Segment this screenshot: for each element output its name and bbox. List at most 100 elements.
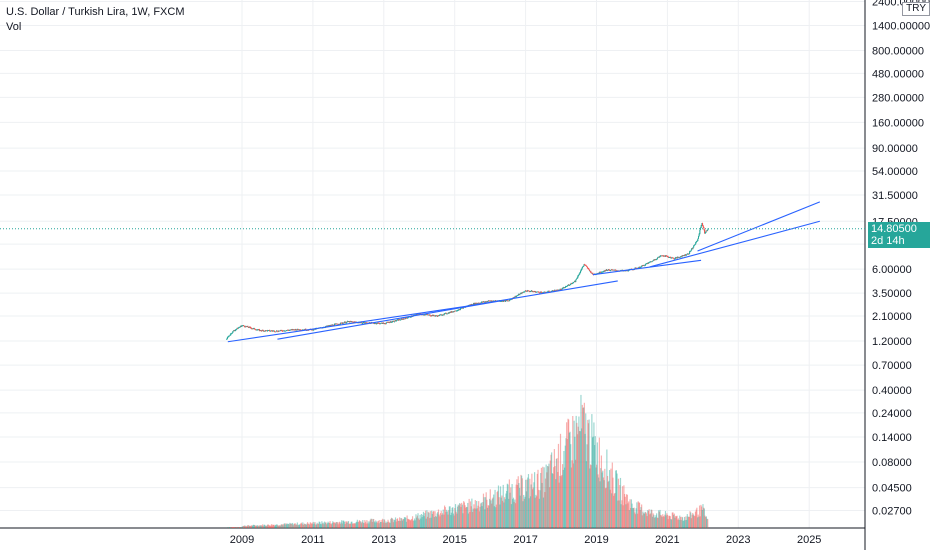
volume-bar <box>465 507 467 528</box>
volume-bar <box>414 518 416 528</box>
volume-bar <box>699 516 701 528</box>
candle-body <box>659 255 661 257</box>
chart-legend: U.S. Dollar / Turkish Lira, 1W, FXCM Vol <box>6 5 184 35</box>
candle-body <box>252 328 254 330</box>
candle-body <box>680 256 682 258</box>
volume-bar <box>461 504 463 528</box>
volume-bar <box>245 525 247 528</box>
volume-bar <box>536 496 538 528</box>
candle-body <box>410 317 412 318</box>
volume-bar <box>360 523 363 528</box>
volume-bar <box>394 517 397 528</box>
volume-bar <box>454 504 457 528</box>
candle-body <box>502 300 504 302</box>
volume-bar <box>276 524 278 528</box>
volume-bar <box>688 516 690 528</box>
volume-bar <box>328 522 330 528</box>
candle-body <box>700 227 702 230</box>
volume-bar <box>441 513 444 528</box>
volume-bar <box>242 525 245 528</box>
candle-body <box>479 302 481 304</box>
volume-bar <box>600 455 603 528</box>
volume-bar <box>604 488 607 528</box>
volume-bar <box>277 525 279 528</box>
volume-bar <box>469 511 471 528</box>
volume-bar <box>432 511 434 528</box>
candle-body <box>584 264 586 266</box>
volume-bar <box>642 511 644 528</box>
candle-body <box>487 301 489 303</box>
volume-label[interactable]: Vol <box>6 21 22 33</box>
candle-body <box>271 330 273 332</box>
candle-body <box>575 279 577 282</box>
bar-countdown: 2d 14h <box>871 235 905 247</box>
volume-bar <box>493 506 495 528</box>
volume-bar <box>413 520 415 528</box>
time-tick-label: 2019 <box>584 534 608 546</box>
volume-bar <box>663 516 665 528</box>
volume-bar <box>464 505 466 528</box>
volume-bar <box>236 527 238 528</box>
price-tick-label: 3.50000 <box>872 288 912 300</box>
volume-bar <box>242 526 244 528</box>
candle-body <box>376 323 378 325</box>
volume-bar <box>647 510 649 528</box>
candle-body <box>435 315 437 317</box>
candle-body <box>385 322 387 324</box>
candle-body <box>450 311 452 313</box>
volume-bar <box>573 420 575 528</box>
volume-bar <box>278 525 280 528</box>
candle-body <box>674 258 676 260</box>
candle-body <box>228 335 230 337</box>
volume-bar <box>287 524 289 528</box>
volume-bar <box>557 443 560 528</box>
volume-bar <box>300 522 303 528</box>
candle-body <box>297 328 299 330</box>
volume-bar <box>460 506 462 528</box>
currency-badge[interactable]: TRY <box>902 2 930 16</box>
volume-bar <box>430 517 432 528</box>
candle-body <box>239 326 241 328</box>
candle-body <box>580 269 582 271</box>
candle-body <box>707 228 709 230</box>
candle-body <box>485 301 487 303</box>
volume-bar <box>694 511 697 528</box>
candle-body <box>524 291 526 293</box>
candle-body <box>486 301 488 303</box>
candle-body <box>482 301 484 303</box>
candle-body <box>267 330 269 331</box>
candle-body <box>343 322 345 324</box>
candle-body <box>650 261 652 263</box>
candle-body <box>355 321 357 323</box>
candle-body <box>364 322 366 324</box>
candle-body <box>406 317 408 319</box>
candle-body <box>342 322 344 324</box>
candle-body <box>581 267 583 270</box>
candle-body <box>667 256 669 258</box>
volume-bar <box>311 522 313 528</box>
volume-bar <box>516 484 519 528</box>
volume-bar <box>326 523 328 528</box>
candle-body <box>389 322 391 323</box>
volume-bar <box>612 477 614 528</box>
volume-bar <box>302 522 304 528</box>
volume-bar <box>499 486 502 528</box>
volume-bar <box>631 503 633 528</box>
symbol-title[interactable]: U.S. Dollar / Turkish Lira, 1W, FXCM <box>6 6 185 18</box>
volume-bar <box>333 522 335 528</box>
candle-body <box>577 275 579 278</box>
candle-body <box>238 327 240 329</box>
candle-body <box>643 265 645 266</box>
candle-body <box>578 275 580 277</box>
candle-body <box>700 225 702 228</box>
volume-bar <box>390 517 393 528</box>
candle-body <box>477 303 479 304</box>
volume-bar <box>352 523 354 528</box>
candle-body <box>442 314 444 316</box>
volume-bar <box>427 511 429 528</box>
volume-bar <box>231 527 234 528</box>
volume-bar <box>402 519 404 528</box>
volume-bar <box>446 509 448 528</box>
volume-bar <box>334 523 337 528</box>
